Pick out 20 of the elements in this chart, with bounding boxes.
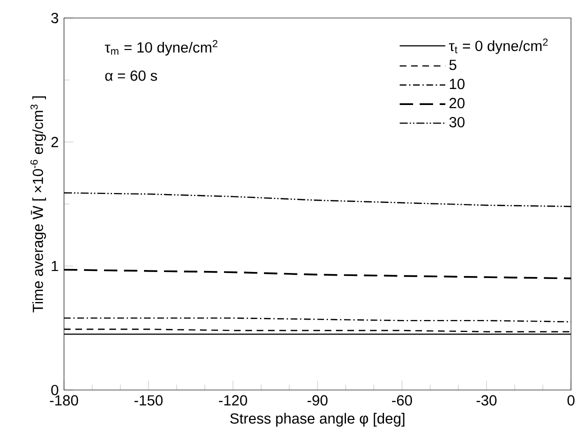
annotation: τ$_{m}$ = 10 dyne/cm$^{2}$ <box>104 40 218 56</box>
x-axis-title: Stress phase angle φ [deg] <box>230 412 404 427</box>
x-tick-label: -60 <box>392 395 412 406</box>
x-tick-label: -120 <box>218 395 248 406</box>
x-tick-label: -30 <box>476 395 497 406</box>
legend-label: 10 <box>450 78 465 90</box>
x-tick-label: -90 <box>308 395 328 406</box>
x-tick-label: -150 <box>134 395 163 406</box>
legend-label: 20 <box>450 98 465 108</box>
y-axis-title: Time average W̄ [ ×10$^{-6}$ erg/cm$^{3}$ ] <box>30 96 46 312</box>
annotation: α = 60 s <box>105 70 158 81</box>
legend-label: 5 <box>449 60 456 70</box>
legend-label: 30 <box>449 117 465 128</box>
x-tick-label: 0 <box>567 395 574 406</box>
y-tick-label: 0 <box>51 384 58 396</box>
y-tick-label: 2 <box>51 136 58 148</box>
y-tick-label: 1 <box>52 260 58 272</box>
legend-label: τ$_{t}$ = 0 dyne/cm$^{2}$ <box>449 38 548 54</box>
x-tick-label: -180 <box>50 395 78 406</box>
y-tick-label: 3 <box>51 12 58 24</box>
